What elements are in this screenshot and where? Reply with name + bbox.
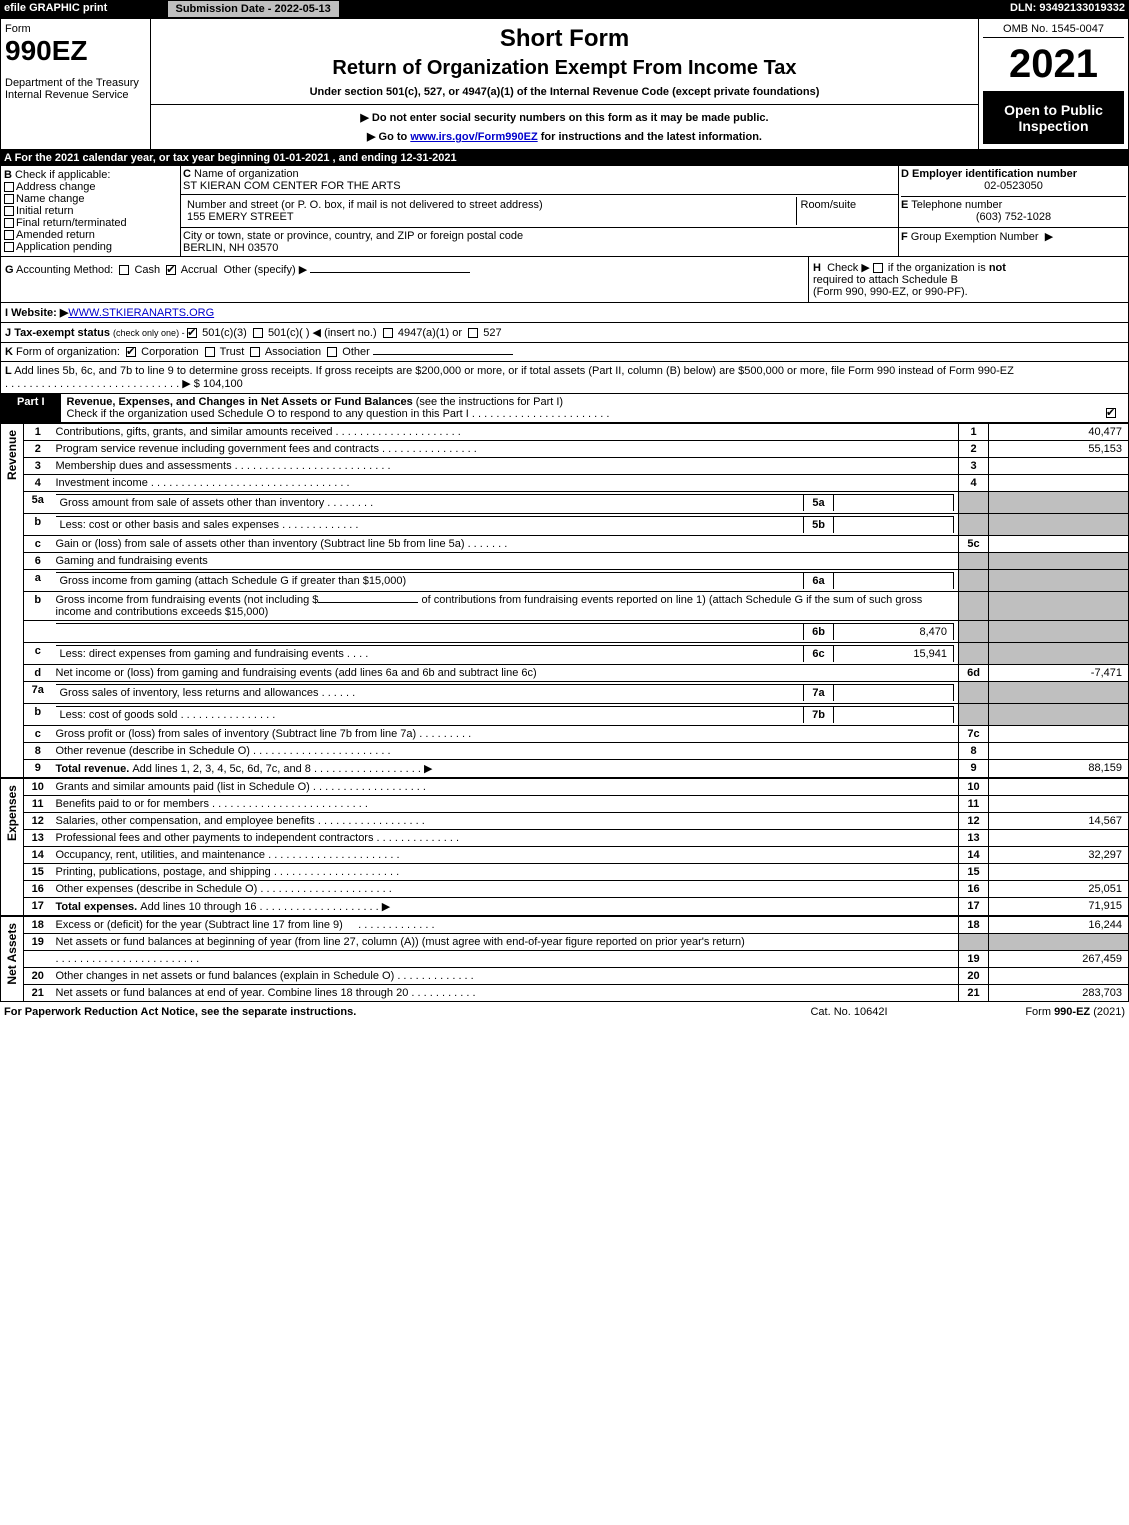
val-17: 71,915 <box>989 898 1129 917</box>
form-footer: Form 990-EZ (2021) <box>949 1004 1129 1020</box>
val-9: 88,159 <box>989 760 1129 779</box>
chk-accrual[interactable] <box>166 265 176 275</box>
val-2: 55,153 <box>989 441 1129 458</box>
tax-year: 2021 <box>983 38 1124 92</box>
header-block: Form 990EZ Department of the Treasury In… <box>0 18 1129 150</box>
footer: For Paperwork Reduction Act Notice, see … <box>0 1004 1129 1020</box>
val-21: 283,703 <box>989 985 1129 1002</box>
gross-receipts: ▶ $ 104,100 <box>182 378 242 390</box>
part-i-header: Part I Revenue, Expenses, and Changes in… <box>0 394 1129 423</box>
chk-final-return[interactable]: Final return/terminated <box>4 217 177 229</box>
irs-link[interactable]: www.irs.gov/Form990EZ <box>410 131 537 143</box>
phone-value: (603) 752-1028 <box>901 211 1126 223</box>
street-value: 155 EMERY STREET <box>187 211 294 223</box>
irs-label: Internal Revenue Service <box>5 89 146 101</box>
ssn-warning: ▶ Do not enter social security numbers o… <box>157 111 972 124</box>
catalog-number: Cat. No. 10642I <box>749 1004 949 1020</box>
val-14: 32,297 <box>989 847 1129 864</box>
chk-4947[interactable] <box>383 328 393 338</box>
val-1: 40,477 <box>989 424 1129 441</box>
bcdef-block: B Check if applicable: Address change Na… <box>0 166 1129 257</box>
chk-part-i-schedule-o[interactable] <box>1106 408 1116 418</box>
efile-label[interactable]: efile GRAPHIC print <box>0 0 160 18</box>
chk-trust[interactable] <box>205 347 215 357</box>
chk-pending[interactable]: Application pending <box>4 241 177 253</box>
line-l: L Add lines 5b, 6c, and 7b to line 9 to … <box>0 362 1129 394</box>
gh-block: G Accounting Method: Cash Accrual Other … <box>0 257 1129 303</box>
topbar: efile GRAPHIC print Submission Date - 20… <box>0 0 1129 18</box>
city-value: BERLIN, NH 03570 <box>183 242 278 254</box>
chk-h[interactable] <box>873 263 883 273</box>
part-i-table: Revenue 1 Contributions, gifts, grants, … <box>0 423 1129 1002</box>
website-link[interactable]: WWW.STKIERANARTS.ORG <box>68 307 214 319</box>
subtitle: Under section 501(c), 527, or 4947(a)(1)… <box>157 86 972 98</box>
val-6d: -7,471 <box>989 665 1129 682</box>
title-return: Return of Organization Exempt From Incom… <box>157 57 972 80</box>
open-to-public: Open to Public Inspection <box>983 92 1124 144</box>
chk-name-change[interactable]: Name change <box>4 193 177 205</box>
form-number: 990EZ <box>5 35 146 67</box>
chk-corp[interactable] <box>126 347 136 357</box>
val-19: 267,459 <box>989 951 1129 968</box>
chk-501c3[interactable] <box>187 328 197 338</box>
chk-501c[interactable] <box>253 328 263 338</box>
form-word: Form <box>5 23 146 35</box>
val-18: 16,244 <box>989 916 1129 934</box>
line-k: K Form of organization: Corporation Trus… <box>0 343 1129 362</box>
chk-amended[interactable]: Amended return <box>4 229 177 241</box>
dept-treasury: Department of the Treasury <box>5 77 146 89</box>
val-6b: 8,470 <box>834 624 954 641</box>
line-i: I Website: ▶WWW.STKIERANARTS.ORG <box>0 303 1129 323</box>
chk-address-change[interactable]: Address change <box>4 181 177 193</box>
chk-cash[interactable] <box>119 265 129 275</box>
submission-date: Submission Date - 2022-05-13 <box>167 0 340 18</box>
ein-value: 02-0523050 <box>901 180 1126 192</box>
chk-initial-return[interactable]: Initial return <box>4 205 177 217</box>
dln-label: DLN: 93492133019332 <box>909 0 1129 18</box>
section-net-assets: Net Assets <box>5 919 19 989</box>
line-a: A For the 2021 calendar year, or tax yea… <box>0 150 1129 166</box>
goto-instructions: ▶ Go to www.irs.gov/Form990EZ for instru… <box>157 130 972 143</box>
org-name: ST KIERAN COM CENTER FOR THE ARTS <box>183 180 401 192</box>
val-6c: 15,941 <box>834 646 954 663</box>
title-short-form: Short Form <box>157 25 972 53</box>
val-12: 14,567 <box>989 813 1129 830</box>
chk-assoc[interactable] <box>250 347 260 357</box>
paperwork-notice: For Paperwork Reduction Act Notice, see … <box>0 1004 749 1020</box>
val-16: 25,051 <box>989 881 1129 898</box>
section-revenue: Revenue <box>5 426 19 484</box>
chk-other-org[interactable] <box>327 347 337 357</box>
line-j: J Tax-exempt status (check only one) - 5… <box>0 323 1129 343</box>
chk-527[interactable] <box>468 328 478 338</box>
section-expenses: Expenses <box>5 781 19 845</box>
omb-number: OMB No. 1545-0047 <box>983 21 1124 38</box>
